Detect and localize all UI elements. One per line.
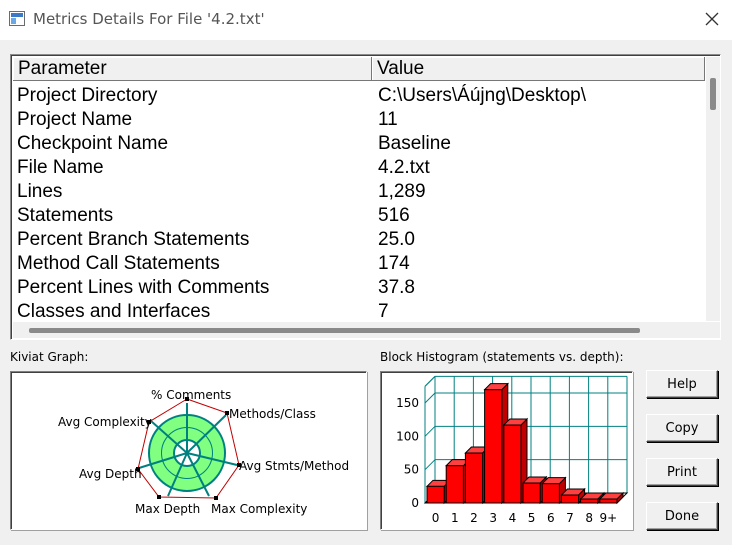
- kiviat-graph: % Comments Methods/Class Avg Stmts/Metho…: [58, 388, 349, 516]
- app-window-icon: [9, 11, 25, 26]
- parameter-cell: File Name: [17, 157, 104, 178]
- list-rows: Project Directory C:\Users\Áújng\Desktop\…: [13, 84, 705, 324]
- x-tick-label: 9+: [600, 511, 618, 525]
- vertical-scrollbar-thumb[interactable]: [710, 78, 716, 110]
- parameter-cell: Percent Branch Statements: [17, 229, 250, 250]
- histogram-label: Block Histogram (statements vs. depth):: [380, 350, 624, 364]
- parameter-cell: Project Name: [17, 109, 133, 130]
- histogram-bar: [598, 491, 625, 505]
- kiviat-axis-avg-stmts-per-method: Avg Stmts/Method: [239, 459, 349, 473]
- list-item[interactable]: Statements 516: [13, 204, 705, 228]
- copy-button[interactable]: Copy: [646, 414, 718, 442]
- kiviat-label: Kiviat Graph:: [10, 350, 89, 364]
- x-tick-label: 1: [451, 511, 459, 525]
- value-cell: 11: [378, 109, 398, 130]
- kiviat-axis-avg-complexity: Avg Complexity: [58, 415, 152, 429]
- y-tick-label: 0: [411, 496, 419, 510]
- print-button[interactable]: Print: [646, 458, 718, 486]
- value-cell: 37.8: [378, 277, 415, 298]
- x-tick-label: 4: [509, 511, 517, 525]
- block-histogram-panel: 0 50 100 150 0 1 2 3 4 5 6 7 8 9+: [380, 371, 633, 530]
- list-item[interactable]: Checkpoint Name Baseline: [13, 132, 705, 156]
- horizontal-scrollbar-thumb[interactable]: [29, 328, 640, 333]
- help-button[interactable]: Help: [646, 370, 718, 398]
- parameter-cell: Percent Lines with Comments: [17, 277, 270, 298]
- value-cell: 174: [378, 253, 410, 274]
- kiviat-axis-comments: % Comments: [151, 388, 231, 402]
- scrollbar-corner: [706, 322, 720, 338]
- column-header-value[interactable]: Value: [372, 57, 705, 81]
- vertical-scrollbar[interactable]: [706, 57, 720, 321]
- value-cell: 516: [378, 205, 410, 226]
- kiviat-spokes: [138, 403, 238, 497]
- value-cell: Baseline: [378, 133, 451, 154]
- grid-line: [424, 375, 436, 387]
- y-tick-label: 100: [396, 429, 419, 443]
- x-tick-label: 3: [489, 511, 497, 525]
- value-cell: 4.2.txt: [378, 157, 430, 178]
- done-button[interactable]: Done: [646, 502, 718, 530]
- kiviat-graph-panel: % Comments Methods/Class Avg Stmts/Metho…: [10, 371, 367, 530]
- column-header-parameter[interactable]: Parameter: [13, 57, 372, 81]
- x-tick-label: 8: [585, 511, 593, 525]
- value-cell: 1,289: [378, 181, 426, 202]
- list-item[interactable]: Percent Branch Statements 25.0: [13, 228, 705, 252]
- x-tick-label: 2: [470, 511, 478, 525]
- y-tick-label: 150: [396, 396, 419, 410]
- parameter-cell: Checkpoint Name: [17, 133, 169, 154]
- window-title: Metrics Details For File '4.2.txt': [33, 10, 265, 28]
- parameter-cell: Lines: [17, 181, 63, 202]
- parameter-cell: Statements: [17, 205, 114, 226]
- value-cell: 7: [378, 301, 389, 322]
- parameter-cell: Classes and Interfaces: [17, 301, 211, 322]
- value-cell: C:\Users\Áújng\Desktop\: [378, 85, 587, 106]
- list-item[interactable]: Project Directory C:\Users\Áújng\Desktop\: [13, 84, 705, 108]
- x-tick-label: 6: [547, 511, 555, 525]
- list-item[interactable]: Lines 1,289: [13, 180, 705, 204]
- list-item[interactable]: Method Call Statements 174: [13, 252, 705, 276]
- y-tick-label: 50: [404, 463, 419, 477]
- x-tick-label: 7: [566, 511, 574, 525]
- title-bar: Metrics Details For File '4.2.txt': [0, 0, 732, 40]
- close-icon: [705, 12, 719, 26]
- grid-line: [424, 459, 436, 471]
- parameter-cell: Method Call Statements: [17, 253, 220, 274]
- kiviat-axis-max-complexity: Max Complexity: [211, 502, 307, 516]
- histogram-bar: [579, 491, 606, 505]
- x-tick-label: 5: [528, 511, 536, 525]
- grid-line: [424, 425, 436, 437]
- kiviat-axis-methods-per-class: Methods/Class: [229, 407, 316, 421]
- histogram-bar: [560, 487, 586, 505]
- list-item[interactable]: File Name 4.2.txt: [13, 156, 705, 180]
- list-header: Parameter Value: [13, 57, 705, 81]
- list-item[interactable]: Percent Lines with Comments 37.8: [13, 276, 705, 300]
- value-cell: 25.0: [378, 229, 415, 250]
- kiviat-axis-avg-depth: Avg Depth: [79, 467, 142, 481]
- horizontal-scrollbar[interactable]: [13, 322, 706, 338]
- close-button[interactable]: [692, 0, 732, 38]
- x-tick-label: 0: [432, 511, 440, 525]
- grid-line: [424, 392, 436, 404]
- list-item[interactable]: Project Name 11: [13, 108, 705, 132]
- kiviat-data-polygon: [137, 398, 240, 499]
- kiviat-axis-max-depth: Max Depth: [135, 502, 200, 516]
- metrics-details-list[interactable]: Parameter Value Project Directory C:\User…: [10, 54, 721, 340]
- parameter-cell: Project Directory: [17, 85, 158, 106]
- list-item[interactable]: Classes and Interfaces 7: [13, 300, 705, 324]
